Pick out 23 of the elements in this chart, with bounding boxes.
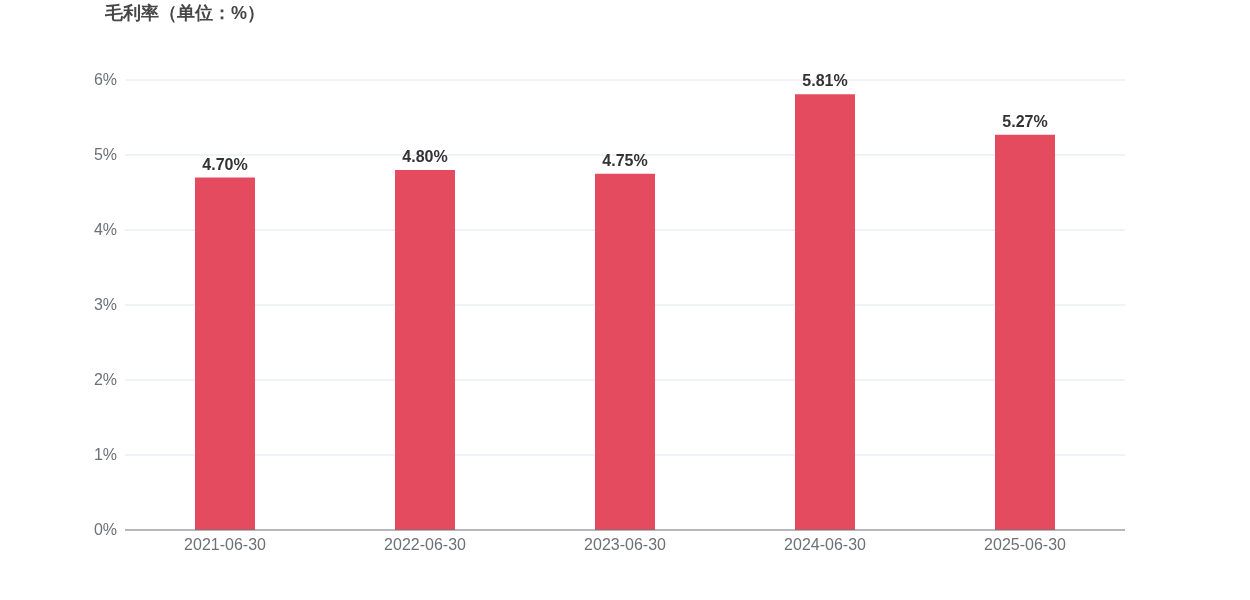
bar (395, 170, 455, 530)
y-tick-label: 5% (93, 146, 117, 163)
bar (195, 177, 255, 530)
y-tick-label: 2% (93, 371, 117, 388)
y-tick-label: 4% (93, 221, 117, 238)
y-tick-label: 3% (93, 296, 117, 313)
data-label: 4.70% (202, 155, 248, 173)
x-tick-label: 2025-06-30 (984, 536, 1067, 553)
x-tick-label: 2023-06-30 (584, 536, 667, 553)
data-label: 4.75% (602, 151, 648, 169)
y-tick-label: 0% (93, 521, 117, 538)
x-tick-label: 2024-06-30 (784, 536, 867, 553)
chart-title: 毛利率（单位：%） (104, 3, 266, 23)
y-tick-label: 1% (93, 446, 117, 463)
bar (795, 94, 855, 530)
data-label: 4.80% (402, 148, 448, 165)
data-label: 5.81% (802, 72, 848, 90)
bar (995, 134, 1055, 530)
x-tick-label: 2022-06-30 (384, 536, 467, 553)
y-tick-label: 6% (93, 71, 117, 88)
x-tick-label: 2021-06-30 (184, 536, 267, 553)
data-label: 5.27% (1002, 112, 1048, 130)
bar (595, 173, 655, 530)
